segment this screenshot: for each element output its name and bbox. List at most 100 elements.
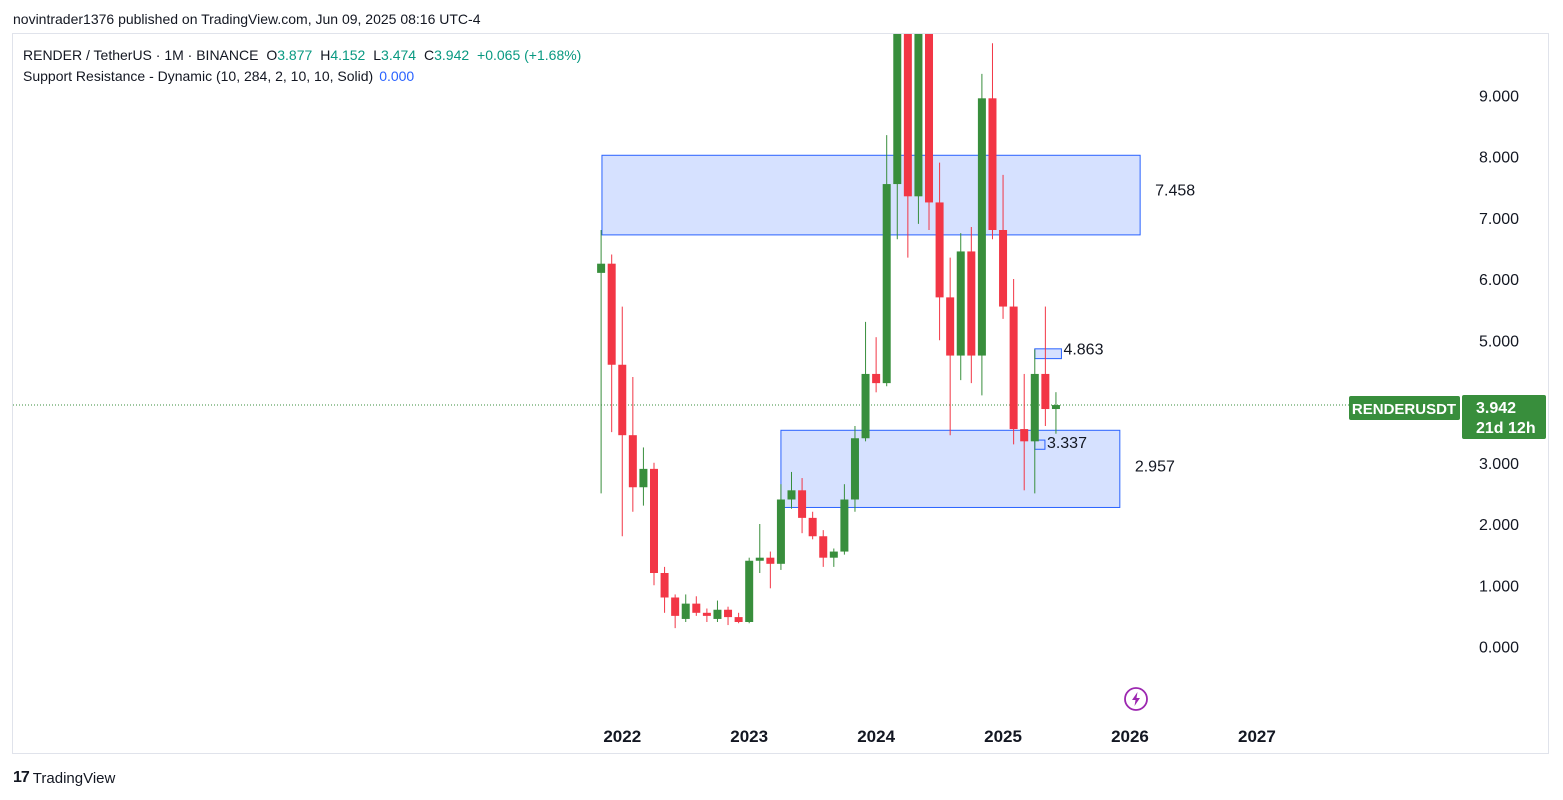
candle[interactable] (1020, 373, 1029, 491)
candle-body (1020, 429, 1029, 442)
legend-close: 3.942 (434, 47, 470, 63)
candle[interactable] (829, 548, 838, 567)
candle[interactable] (1041, 306, 1050, 426)
candle[interactable] (597, 230, 606, 494)
legend-indicator[interactable]: Support Resistance - Dynamic (10, 284, 2… (23, 68, 374, 84)
y-axis-tick: 5.000 (1479, 333, 1519, 350)
candle-body (903, 34, 912, 197)
sr-zone-label: 3.337 (1047, 435, 1087, 452)
x-axis-tick: 2025 (984, 727, 1022, 746)
candle[interactable] (660, 566, 669, 613)
candle[interactable] (766, 551, 775, 589)
candle-body (946, 297, 955, 356)
candle[interactable] (882, 135, 891, 387)
legend-change: +0.065 (+1.68%) (477, 47, 582, 63)
legend-high-key: H (320, 47, 331, 63)
price-tag-symbol-bg (1349, 396, 1460, 420)
candle[interactable] (872, 337, 881, 393)
candle[interactable] (808, 511, 817, 540)
candle[interactable] (713, 600, 722, 622)
candle[interactable] (850, 426, 859, 512)
tradingview-logo: 17 (13, 769, 30, 786)
candle[interactable] (692, 596, 701, 616)
candle-body (798, 490, 807, 518)
candle[interactable] (914, 0, 923, 224)
candle-body (776, 499, 785, 564)
candle[interactable] (925, 10, 934, 231)
candle[interactable] (671, 594, 680, 629)
candle[interactable] (999, 174, 1008, 319)
footer-brand[interactable]: 17 TradingView (13, 769, 115, 787)
candle[interactable] (956, 233, 965, 381)
candle[interactable] (819, 530, 828, 567)
sr-zone[interactable] (1034, 348, 1062, 360)
candle-body (882, 184, 891, 384)
candle[interactable] (893, 0, 902, 240)
candle-body (967, 251, 976, 356)
candle[interactable] (776, 484, 785, 570)
candle-body (861, 373, 870, 439)
publish-header: novintrader1376 published on TradingView… (13, 11, 481, 27)
price-tag-countdown: 21d 12h (1476, 420, 1536, 437)
sr-zone-label: 2.957 (1135, 458, 1175, 475)
candle[interactable] (734, 612, 743, 624)
y-axis-tick: 0.000 (1479, 640, 1519, 657)
y-axis-tick: 2.000 (1479, 517, 1519, 534)
candle-body (639, 468, 648, 488)
price-tag: RENDERUSDT 3.942 21d 12h (1349, 395, 1546, 439)
candle[interactable] (755, 524, 764, 573)
candle-body (734, 617, 743, 622)
candle-body (808, 517, 817, 537)
candle-body (1041, 373, 1050, 410)
candle[interactable] (903, 0, 912, 258)
candle[interactable] (977, 73, 986, 396)
candle-body (766, 557, 775, 564)
candle[interactable] (935, 162, 944, 341)
candle[interactable] (1030, 349, 1039, 494)
candle[interactable] (639, 447, 648, 506)
candle-body (1009, 306, 1018, 430)
price-tag-symbol: RENDERUSDT (1352, 401, 1456, 418)
candle-body (692, 603, 701, 613)
candle-body (628, 435, 637, 488)
candle[interactable] (798, 478, 807, 534)
candle[interactable] (724, 606, 733, 626)
x-axis-tick: 2026 (1111, 727, 1149, 746)
candle[interactable] (681, 594, 690, 622)
candle[interactable] (1009, 279, 1018, 445)
candle-body (872, 373, 881, 384)
legend-high: 4.152 (330, 47, 366, 63)
candle-body (787, 490, 796, 500)
legend-open: 3.877 (277, 47, 313, 63)
candle-body (999, 230, 1008, 307)
candle-body (914, 34, 923, 197)
candle[interactable] (988, 43, 997, 240)
candle[interactable] (607, 254, 616, 433)
candle[interactable] (967, 226, 976, 384)
x-axis-tick: 2022 (603, 727, 641, 746)
candle[interactable] (745, 557, 754, 624)
lightning-icon[interactable] (1124, 687, 1148, 711)
candle[interactable] (618, 306, 627, 537)
sr-zone[interactable] (1034, 439, 1046, 450)
y-axis-tick: 7.000 (1479, 211, 1519, 228)
sr-zone[interactable] (601, 154, 1141, 236)
legend-symbol[interactable]: RENDER / TetherUS · 1M · BINANCE (23, 47, 259, 63)
sr-zone[interactable] (780, 429, 1121, 508)
legend-ohlc: O3.877 H4.152 L3.474 C3.942 +0.065 (+1.6… (262, 47, 581, 63)
chart-legend: RENDER / TetherUS · 1M · BINANCE O3.877 … (23, 45, 581, 87)
legend-indicator-row: Support Resistance - Dynamic (10, 284, 2… (23, 66, 581, 87)
candle-body (724, 609, 733, 618)
candle[interactable] (649, 462, 658, 586)
candle[interactable] (702, 608, 711, 622)
candle[interactable] (787, 471, 796, 509)
candle[interactable] (946, 257, 955, 436)
candle-body (819, 536, 828, 558)
candle-body (597, 263, 606, 273)
candle[interactable] (840, 484, 849, 555)
y-axis-tick: 3.000 (1479, 456, 1519, 473)
candle[interactable] (1051, 392, 1060, 434)
candle[interactable] (628, 377, 637, 512)
candle[interactable] (861, 321, 870, 442)
